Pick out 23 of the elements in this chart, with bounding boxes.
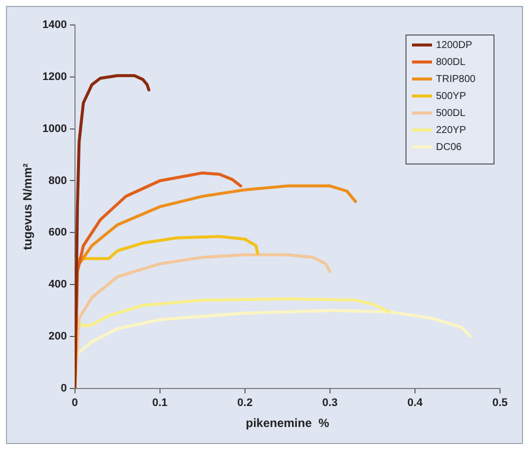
legend-label: 220YP <box>436 124 466 136</box>
legend-label: 1200DP <box>436 40 472 51</box>
y-tick-label: 600 <box>48 226 67 239</box>
x-tick-label: 0.3 <box>322 397 338 410</box>
y-tick-label: 1000 <box>42 122 67 135</box>
y-axis-title: tugevus N/mm² <box>20 163 35 250</box>
x-tick-label: 0.1 <box>152 397 168 410</box>
legend-label: TRIP800 <box>436 74 476 85</box>
legend-label: 800DL <box>436 56 466 68</box>
x-tick-label: 0.5 <box>492 397 508 410</box>
x-axis-title: pikenemine % <box>246 416 330 430</box>
y-tick-label: 200 <box>48 330 67 343</box>
x-tick-label: 0.4 <box>407 397 424 410</box>
x-tick-label: 0 <box>72 397 78 410</box>
y-tick-label: 400 <box>48 278 67 291</box>
y-tick-label: 1400 <box>42 19 67 32</box>
legend-label: DC06 <box>436 142 462 153</box>
x-tick-label: 0.2 <box>237 397 253 410</box>
y-tick-label: 0 <box>60 382 67 394</box>
y-tick-label: 1200 <box>42 70 67 83</box>
legend-label: 500YP <box>436 90 466 102</box>
legend-label: 500DL <box>436 108 466 119</box>
y-tick-label: 800 <box>48 174 67 187</box>
